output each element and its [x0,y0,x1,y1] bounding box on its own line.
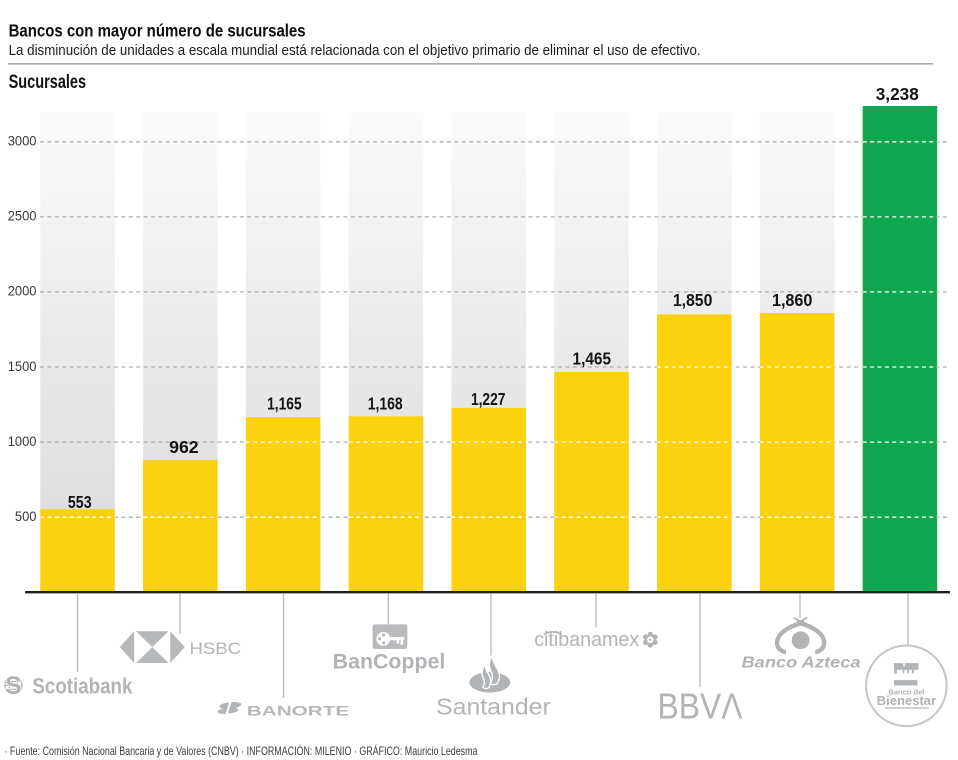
svg-text:Bienestar: Bienestar [877,693,937,708]
svg-text:1,850: 1,850 [673,290,713,310]
svg-text:BBVΛ: BBVΛ [658,686,743,727]
svg-text:1,860: 1,860 [772,290,813,310]
svg-text:962: 962 [169,437,199,457]
svg-text:1,227: 1,227 [471,389,506,409]
svg-text:1000: 1000 [8,433,37,449]
svg-text:2000: 2000 [8,283,37,299]
svg-text:Banco Azteca: Banco Azteca [742,655,861,672]
svg-text:· Fuente: Comisión Nacional Ba: · Fuente: Comisión Nacional Bancaria y d… [5,743,478,758]
svg-text:3000: 3000 [8,133,37,149]
svg-text:Bancos con mayor número de suc: Bancos con mayor número de sucursales [9,21,306,41]
svg-text:553: 553 [68,492,92,512]
svg-text:Sucursales: Sucursales [9,72,87,93]
svg-text:1,465: 1,465 [573,349,612,369]
svg-text:La disminución de unidades a e: La disminución de unidades a escala mund… [9,42,701,59]
svg-text:BanCoppel: BanCoppel [333,651,446,674]
svg-text:2500: 2500 [8,208,37,224]
svg-text:1,165: 1,165 [267,394,302,414]
svg-text:Scotiabank: Scotiabank [32,673,133,698]
svg-text:BANORTE: BANORTE [247,702,349,718]
svg-text:Santander: Santander [436,694,551,720]
svg-text:S: S [5,672,22,700]
svg-text:1500: 1500 [8,358,37,374]
svg-text:500: 500 [15,508,37,524]
svg-text:3,238: 3,238 [876,84,919,104]
svg-text:HSBC: HSBC [190,639,242,658]
svg-text:Banco del: Banco del [888,688,924,697]
svg-text:1,168: 1,168 [368,394,403,414]
